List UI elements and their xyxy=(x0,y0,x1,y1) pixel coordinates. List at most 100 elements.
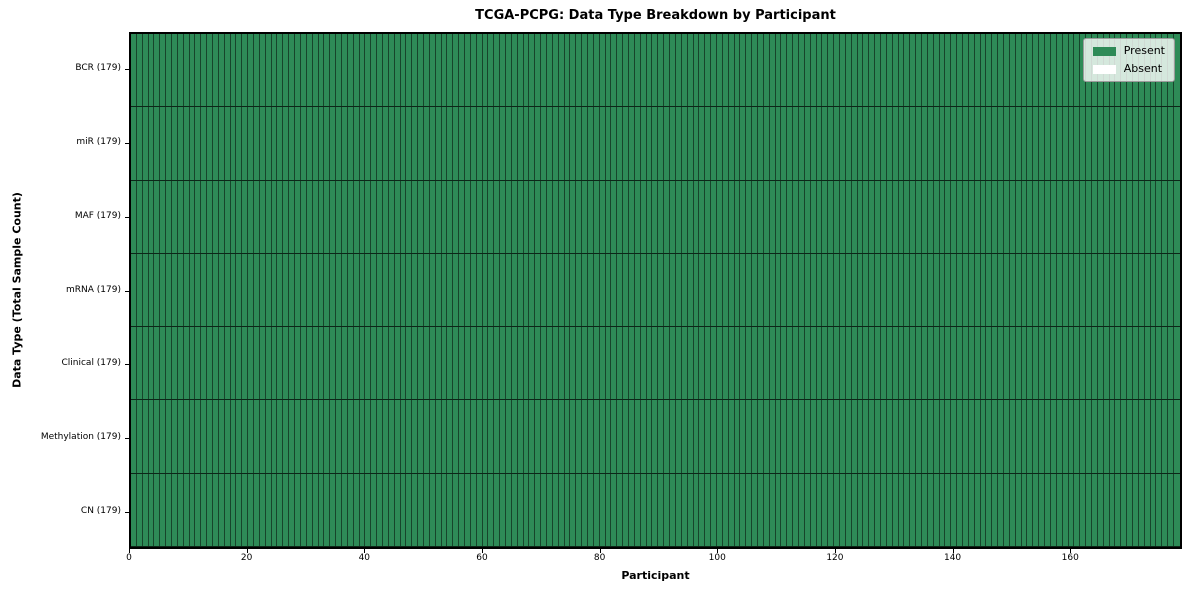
heatmap-cell xyxy=(529,107,536,180)
heatmap-cell xyxy=(834,253,840,327)
heatmap-cell xyxy=(588,34,594,107)
heatmap-cell xyxy=(377,400,383,473)
heatmap-cell xyxy=(769,327,776,400)
heatmap-cell xyxy=(441,253,448,327)
heatmap-cell xyxy=(974,327,981,400)
heatmap-cell xyxy=(916,107,923,180)
heatmap-cell xyxy=(910,473,917,546)
heatmap-cell xyxy=(588,253,594,327)
heatmap-cell xyxy=(740,34,747,107)
heatmap-cell xyxy=(382,327,389,400)
heatmap-cell xyxy=(259,253,266,327)
heatmap-cell xyxy=(752,253,758,327)
heatmap-cell xyxy=(564,327,571,400)
heatmap-cell xyxy=(506,253,512,327)
heatmap-cell xyxy=(957,180,964,253)
heatmap-cell xyxy=(300,473,307,546)
heatmap-cell xyxy=(1162,180,1169,253)
heatmap-cell xyxy=(740,180,747,253)
heatmap-cell xyxy=(869,473,876,546)
heatmap-cell xyxy=(588,107,594,180)
heatmap-cell xyxy=(312,34,319,107)
heatmap-cell xyxy=(1033,253,1040,327)
heatmap-cell xyxy=(798,34,805,107)
heatmap-cell xyxy=(1168,327,1174,400)
heatmap-cell xyxy=(593,473,600,546)
heatmap-cell xyxy=(236,107,243,180)
heatmap-cell xyxy=(582,253,589,327)
heatmap-cell xyxy=(781,107,788,180)
heatmap-cell xyxy=(968,107,975,180)
heatmap-cell xyxy=(464,400,471,473)
heatmap-cell xyxy=(172,180,178,253)
heatmap-cell xyxy=(371,400,378,473)
heatmap-cell xyxy=(1109,180,1116,253)
heatmap-cell xyxy=(664,34,671,107)
heatmap-cell xyxy=(1086,473,1092,546)
heatmap-cell xyxy=(406,253,413,327)
heatmap-cell xyxy=(336,473,342,546)
heatmap-cell xyxy=(963,107,969,180)
heatmap-cell xyxy=(933,107,940,180)
heatmap-cell xyxy=(236,400,243,473)
heatmap-cell xyxy=(500,180,506,253)
heatmap-cell xyxy=(822,473,829,546)
heatmap-cell xyxy=(511,327,518,400)
heatmap-cell xyxy=(447,107,454,180)
heatmap-cell xyxy=(957,400,964,473)
heatmap-cell xyxy=(822,107,829,180)
heatmap-cell xyxy=(904,400,911,473)
heatmap-cell xyxy=(1156,400,1163,473)
heatmap-cell xyxy=(927,180,934,253)
heatmap-cell xyxy=(388,473,395,546)
heatmap-cell xyxy=(195,473,202,546)
heatmap-cell xyxy=(207,34,214,107)
heatmap-cell xyxy=(177,34,184,107)
heatmap-cell xyxy=(716,473,723,546)
heatmap-cell xyxy=(798,473,805,546)
heatmap-cell xyxy=(1004,107,1010,180)
heatmap-cell xyxy=(851,253,858,327)
heatmap-cell xyxy=(640,180,647,253)
heatmap-cell xyxy=(1004,34,1010,107)
heatmap-cell xyxy=(658,107,665,180)
heatmap-cell xyxy=(1162,400,1169,473)
heatmap-cell xyxy=(423,473,430,546)
heatmap-cell xyxy=(248,34,255,107)
heatmap-cell xyxy=(488,253,495,327)
heatmap-cell xyxy=(863,400,870,473)
heatmap-cell xyxy=(248,180,255,253)
heatmap-cell xyxy=(306,34,313,107)
heatmap-cell xyxy=(763,253,770,327)
heatmap-cell xyxy=(1015,107,1022,180)
heatmap-cell xyxy=(945,327,952,400)
heatmap-cell xyxy=(904,473,911,546)
heatmap-cell xyxy=(617,473,624,546)
heatmap-cell xyxy=(283,107,290,180)
heatmap-cell xyxy=(1132,327,1139,400)
heatmap-cell xyxy=(564,34,571,107)
heatmap-cell xyxy=(593,253,600,327)
heatmap-cell xyxy=(617,327,624,400)
heatmap-cell xyxy=(218,253,225,327)
heatmap-cell xyxy=(599,327,606,400)
heatmap-cell xyxy=(781,34,788,107)
heatmap-cell xyxy=(488,400,495,473)
heatmap-cell xyxy=(558,253,565,327)
heatmap-cell xyxy=(605,180,612,253)
heatmap-cell xyxy=(757,253,764,327)
heatmap-cell xyxy=(265,400,272,473)
heatmap-cell xyxy=(1173,400,1179,473)
heatmap-row-MAF xyxy=(131,180,1180,254)
heatmap-cell xyxy=(787,400,794,473)
heatmap-cell xyxy=(242,327,249,400)
heatmap-cell xyxy=(822,180,829,253)
heatmap-cell xyxy=(576,107,583,180)
heatmap-cell xyxy=(810,34,817,107)
heatmap-cell xyxy=(927,34,934,107)
heatmap-cell xyxy=(1056,180,1063,253)
heatmap-cell xyxy=(699,107,706,180)
heatmap-cell xyxy=(394,400,401,473)
heatmap-cell xyxy=(1074,34,1081,107)
heatmap-cell xyxy=(927,473,934,546)
